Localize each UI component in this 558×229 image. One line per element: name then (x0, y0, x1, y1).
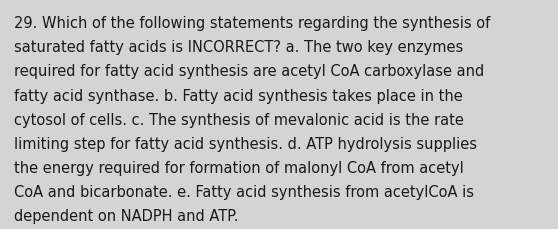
Text: CoA and bicarbonate. e. Fatty acid synthesis from acetylCoA is: CoA and bicarbonate. e. Fatty acid synth… (14, 184, 474, 199)
Text: 29. Which of the following statements regarding the synthesis of: 29. Which of the following statements re… (14, 16, 490, 31)
Text: fatty acid synthase. b. Fatty acid synthesis takes place in the: fatty acid synthase. b. Fatty acid synth… (14, 88, 463, 103)
Text: dependent on NADPH and ATP.: dependent on NADPH and ATP. (14, 208, 238, 223)
Text: cytosol of cells. c. The synthesis of mevalonic acid is the rate: cytosol of cells. c. The synthesis of me… (14, 112, 464, 127)
Text: required for fatty acid synthesis are acetyl CoA carboxylase and: required for fatty acid synthesis are ac… (14, 64, 484, 79)
Text: saturated fatty acids is INCORRECT? a. The two key enzymes: saturated fatty acids is INCORRECT? a. T… (14, 40, 463, 55)
Text: the energy required for formation of malonyl CoA from acetyl: the energy required for formation of mal… (14, 160, 464, 175)
Text: limiting step for fatty acid synthesis. d. ATP hydrolysis supplies: limiting step for fatty acid synthesis. … (14, 136, 477, 151)
